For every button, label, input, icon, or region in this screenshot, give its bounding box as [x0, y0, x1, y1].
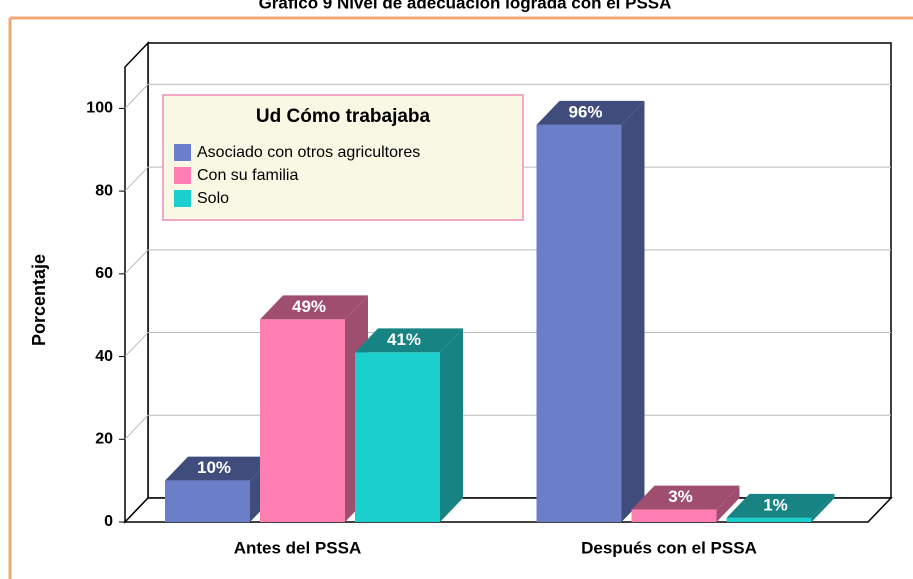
bar: [536, 124, 622, 522]
bar-side: [716, 485, 740, 522]
y-tick-label: 60: [95, 265, 113, 282]
y-tick-label: 80: [95, 182, 113, 199]
bar-top: [631, 485, 740, 510]
grid-line: [124, 84, 149, 109]
chart-title: Gráfico 9 Nivel de adecuación lograda co…: [259, 0, 672, 12]
bar-top: [536, 100, 645, 125]
bar-side: [440, 328, 463, 522]
data-label: 96%: [568, 102, 602, 121]
legend-title: Ud Cómo trabajaba: [256, 106, 431, 127]
bar-top: [165, 456, 273, 481]
legend-swatch: [174, 167, 191, 184]
bar: [726, 517, 812, 522]
bar-side: [811, 493, 835, 522]
y-tick-label: 20: [95, 430, 113, 447]
grid-line: [124, 249, 149, 275]
grid-line: [124, 166, 149, 192]
grid-line: [124, 332, 149, 357]
x-tick-label: Antes del PSSA: [234, 538, 362, 557]
left-wall: [124, 41, 149, 524]
legend-label: Solo: [197, 190, 229, 207]
y-tick-label: 40: [95, 348, 113, 365]
bar: [355, 352, 440, 522]
legend-swatch: [174, 144, 191, 161]
x-tick-label: Después con el PSSA: [581, 538, 757, 557]
bar-top: [726, 493, 835, 518]
data-label: 1%: [763, 495, 788, 514]
legend-label: Con su familia: [197, 167, 298, 184]
legend-swatch: [174, 190, 191, 207]
bar-top: [355, 328, 463, 353]
data-label: 3%: [668, 487, 693, 506]
bar-side: [621, 100, 645, 522]
data-label: 49%: [292, 297, 326, 316]
bar: [631, 509, 717, 522]
y-axis-label: Porcentaje: [29, 254, 49, 346]
bar: [165, 480, 250, 522]
data-label: 41%: [387, 330, 421, 349]
y-tick-label: 0: [104, 513, 113, 530]
bar-top: [260, 295, 368, 320]
grid-line: [124, 414, 149, 440]
data-label: 10%: [197, 458, 231, 477]
legend-label: Asociado con otros agricultores: [197, 144, 420, 161]
legend-box: [162, 94, 524, 221]
bar: [260, 319, 345, 522]
y-tick-label: 100: [86, 100, 113, 117]
